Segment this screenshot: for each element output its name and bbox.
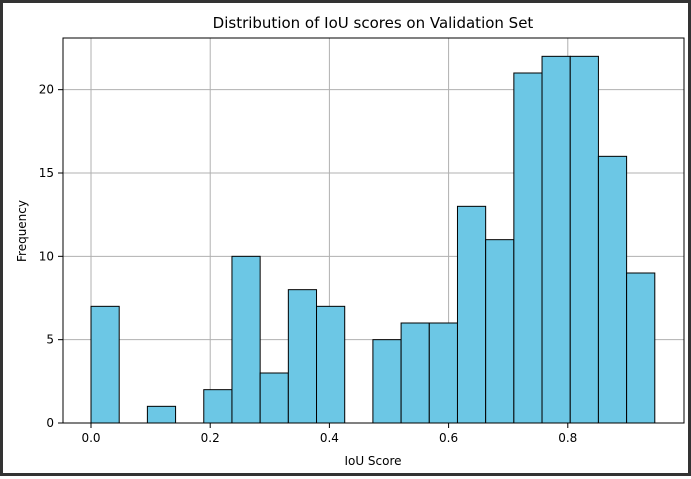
- histogram-bar-16: [541, 55, 571, 424]
- histogram-bar-11: [400, 322, 430, 424]
- x-tick-label-0: 0.0: [81, 431, 100, 445]
- y-axis-label: Frequency: [15, 200, 29, 262]
- histogram-bar-17: [569, 55, 599, 424]
- axes-layer: [62, 37, 685, 424]
- y-tick-label-4: 20: [39, 83, 54, 97]
- y-tick-label-3: 15: [39, 166, 54, 180]
- x-tick-label-1: 0.2: [201, 431, 220, 445]
- histogram-bar-14: [485, 239, 515, 424]
- y-tick-label-2: 10: [39, 249, 54, 263]
- histogram-bar-13: [456, 205, 487, 424]
- histogram-bar-6: [259, 372, 289, 424]
- histogram-bar-18: [597, 155, 628, 424]
- histogram-bar-10: [372, 339, 402, 424]
- histogram-bar-0: [90, 305, 120, 424]
- histogram-bar-7: [287, 289, 318, 424]
- histogram-bar-4: [203, 389, 233, 424]
- y-tick-label-0: 0: [46, 416, 54, 430]
- histogram-bar-15: [513, 72, 543, 424]
- x-axis-label: IoU Score: [344, 454, 401, 468]
- histogram-chart: Distribution of IoU scores on Validation…: [15, 14, 685, 468]
- ticks-layer: 0.0 0.2 0.4 0.6 0.8 0 5 10 15 20: [39, 83, 578, 445]
- x-tick-label-4: 0.8: [558, 431, 577, 445]
- plot-area-border: [62, 37, 685, 424]
- x-tick-label-2: 0.4: [320, 431, 339, 445]
- histogram-bar-19: [626, 272, 656, 424]
- bars-layer: [90, 55, 656, 424]
- chart-title: Distribution of IoU scores on Validation…: [213, 14, 534, 32]
- y-tick-label-1: 5: [46, 333, 54, 347]
- histogram-bar-5: [231, 255, 261, 424]
- histogram-bar-12: [428, 322, 458, 424]
- histogram-bar-8: [316, 305, 346, 424]
- x-tick-label-3: 0.6: [439, 431, 458, 445]
- histogram-bar-2: [146, 405, 177, 424]
